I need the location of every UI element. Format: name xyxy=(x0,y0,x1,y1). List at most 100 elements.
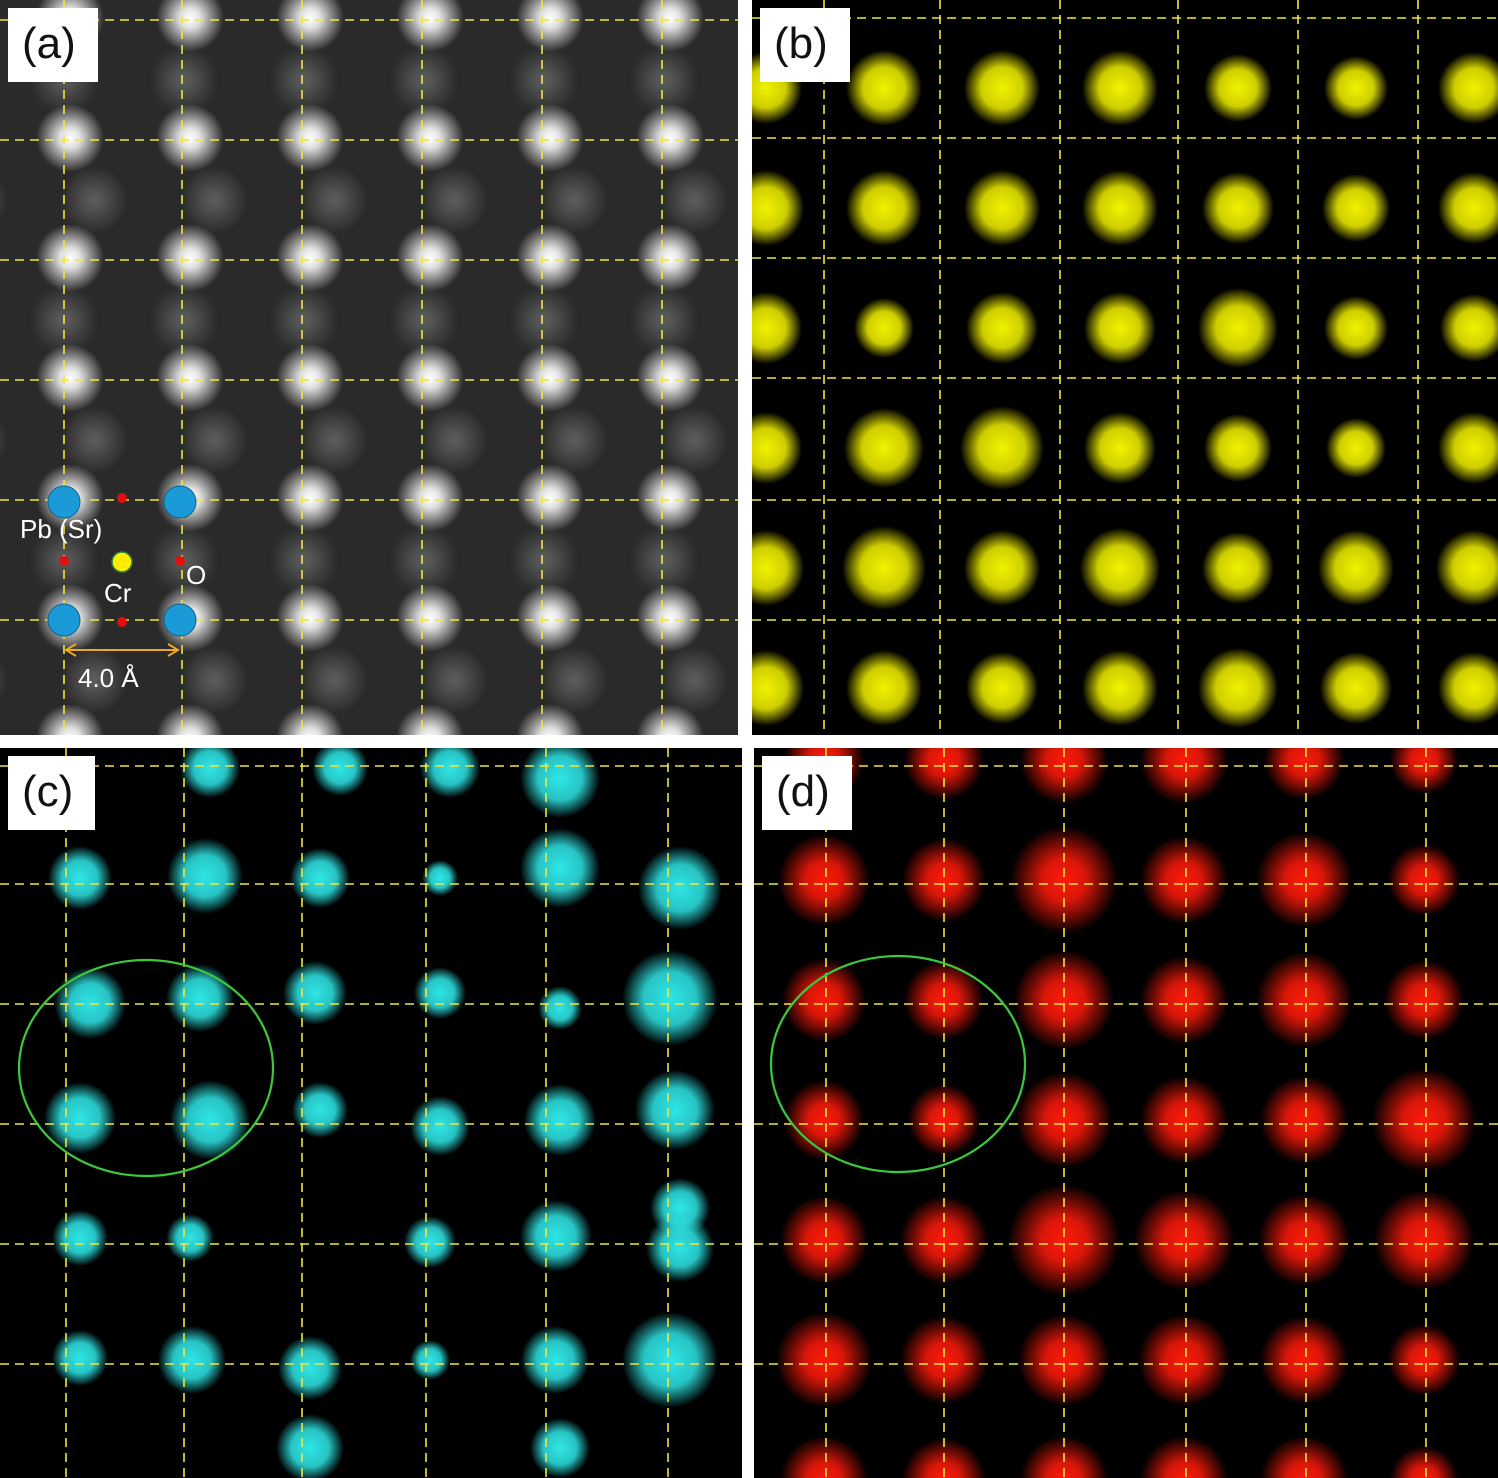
cr-map-image xyxy=(752,0,1498,735)
sr-column xyxy=(900,1196,988,1284)
cr-column xyxy=(1198,288,1278,368)
sr-column xyxy=(1258,1194,1350,1286)
cr-column xyxy=(964,170,1040,246)
cr-column xyxy=(752,412,802,484)
scale-arrow-head-left xyxy=(64,643,77,657)
highlight-circle xyxy=(769,954,1027,1174)
panel-a-label: (a) xyxy=(8,8,98,82)
pb-column xyxy=(622,1312,718,1408)
highlight-circle xyxy=(17,958,275,1178)
secondary-column xyxy=(630,286,698,354)
pb-column xyxy=(158,1326,226,1394)
atom-column xyxy=(636,464,704,532)
sr-column xyxy=(1388,1324,1460,1396)
cr-column xyxy=(752,530,804,606)
oxygen-site-marker xyxy=(117,617,127,627)
sr-column xyxy=(784,1080,864,1160)
atom-column xyxy=(636,224,704,292)
unit-cell-schematic xyxy=(47,485,197,637)
cr-column xyxy=(1324,56,1388,120)
panel-d-label: (d) xyxy=(762,756,852,830)
sr-column xyxy=(1140,1076,1228,1164)
atom-column xyxy=(276,224,344,292)
secondary-column xyxy=(60,646,128,714)
atom-column xyxy=(396,704,464,735)
sr-column xyxy=(1256,832,1352,928)
sr-column xyxy=(1140,1436,1228,1478)
sr-column xyxy=(902,838,986,922)
pb-column xyxy=(54,967,126,1039)
cr-column xyxy=(752,650,804,726)
atom-column xyxy=(36,344,104,412)
sr-column xyxy=(900,1316,988,1404)
secondary-column xyxy=(300,166,368,234)
panel-b-cr-map: (b) xyxy=(752,0,1498,735)
atom-column xyxy=(636,704,704,735)
secondary-column xyxy=(510,46,578,114)
cr-column xyxy=(1204,54,1272,122)
secondary-column xyxy=(0,418,8,462)
sr-column xyxy=(778,834,870,926)
sr-column xyxy=(1390,748,1458,794)
atom-column xyxy=(636,0,704,52)
sr-column xyxy=(1260,1316,1348,1404)
atom-column xyxy=(156,704,224,735)
atom-column xyxy=(516,704,584,735)
image-background xyxy=(0,0,738,735)
cr-column xyxy=(1082,170,1158,246)
atom-column xyxy=(396,104,464,172)
panel-d-sr-map: (d) xyxy=(754,748,1498,1478)
sr-column xyxy=(1140,956,1228,1044)
cr-column xyxy=(1440,294,1498,362)
pb-column xyxy=(638,846,722,930)
secondary-column xyxy=(540,406,608,474)
pb-column xyxy=(422,860,458,896)
pb-column xyxy=(538,986,582,1030)
secondary-column xyxy=(60,406,128,474)
cr-column xyxy=(846,650,922,726)
cr-column xyxy=(964,50,1040,126)
cr-column xyxy=(1202,532,1274,604)
atom-column xyxy=(516,104,584,172)
pb-sr-site-marker xyxy=(163,603,197,637)
cr-column xyxy=(752,292,802,364)
atom-column xyxy=(156,104,224,172)
sr-column xyxy=(1010,826,1118,934)
cr-column xyxy=(1084,292,1156,364)
secondary-column xyxy=(270,286,338,354)
atom-columns xyxy=(0,0,728,735)
cr-column xyxy=(1438,652,1498,724)
secondary-column xyxy=(270,46,338,114)
cr-column xyxy=(1326,418,1386,478)
pb-column xyxy=(283,961,347,1025)
panel-c-pb-map: (c) xyxy=(0,748,742,1478)
sr-column xyxy=(1388,844,1460,916)
secondary-column xyxy=(390,46,458,114)
sr-map-image xyxy=(754,748,1498,1478)
oxygen-site-marker xyxy=(117,493,127,503)
atom-column xyxy=(636,584,704,652)
cr-column xyxy=(1082,50,1158,126)
scale-arrow xyxy=(64,643,180,657)
secondary-column xyxy=(660,406,728,474)
pb-column xyxy=(278,1336,342,1400)
atom-column xyxy=(156,0,224,52)
sr-column xyxy=(908,1084,980,1156)
sr-column xyxy=(1390,1446,1458,1478)
pb-map-image xyxy=(0,748,742,1478)
secondary-column xyxy=(390,526,458,594)
sr-column xyxy=(1134,1190,1234,1290)
cr-column xyxy=(966,292,1038,364)
sr-column xyxy=(1140,748,1228,804)
sr-column xyxy=(1260,1436,1348,1478)
sr-column xyxy=(1016,1072,1112,1168)
sr-column xyxy=(1264,748,1344,800)
pb-columns xyxy=(44,748,722,1478)
secondary-column xyxy=(180,646,248,714)
cr-column xyxy=(1318,530,1394,606)
sr-column xyxy=(780,1436,868,1478)
secondary-column xyxy=(150,286,218,354)
pb-column xyxy=(44,1082,116,1154)
secondary-column xyxy=(300,646,368,714)
site-b-label: Cr xyxy=(104,578,132,608)
